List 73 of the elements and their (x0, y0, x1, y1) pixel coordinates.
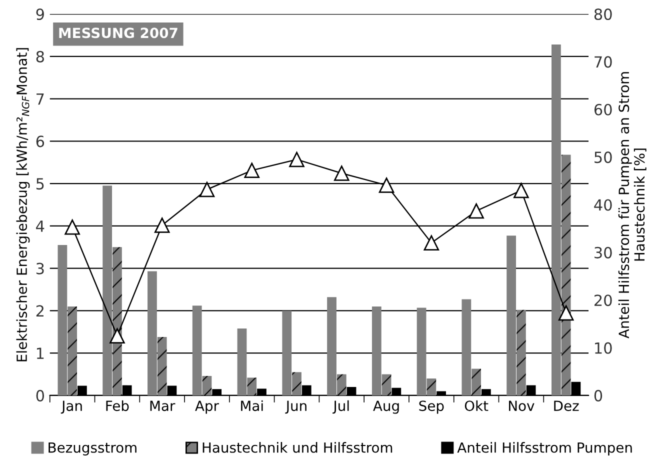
bar (68, 306, 78, 396)
bar (516, 310, 526, 396)
x-tick-label: Jan (60, 400, 82, 414)
bar (506, 236, 516, 396)
point (468, 203, 484, 219)
point (289, 152, 304, 168)
x-tick-label: Jun (285, 400, 306, 414)
y-tick-label: 1 (36, 348, 44, 359)
y2-tick-label: 40 (594, 199, 612, 211)
text: MESSUNG 2007 (59, 28, 178, 38)
x-tick-label: Mai (241, 400, 263, 412)
point (558, 305, 574, 321)
point (110, 328, 125, 344)
bar (292, 372, 302, 396)
y-tick-label: 5 (36, 178, 44, 190)
x-tick-label: Dez (554, 400, 579, 412)
point (424, 235, 440, 251)
point (334, 166, 350, 181)
bar (102, 186, 112, 396)
legend-label: Anteil Hilfsstrom Pumpen (457, 442, 632, 456)
bar (192, 306, 202, 396)
bar (327, 297, 336, 396)
y2-tick-label: 20 (594, 294, 612, 306)
bar (372, 306, 382, 396)
bar (552, 44, 561, 396)
point (244, 162, 260, 178)
x-tick-label: Okt (464, 400, 488, 412)
bar (157, 336, 167, 396)
bar (336, 374, 346, 396)
y2-tick-label: 30 (594, 246, 612, 258)
point (199, 182, 215, 198)
y-tick-label: 7 (36, 93, 44, 105)
point (514, 182, 529, 198)
y2-tick-label: 0 (594, 390, 602, 402)
bar (247, 378, 257, 396)
y-tick-label: 2 (36, 305, 44, 317)
point (154, 218, 170, 233)
y-axis-title: Elektrischer Energiebezug [kWh/m²$_{NGF}$Monat] (16, 48, 30, 362)
x-tick-label: Jul (332, 400, 349, 414)
bar (561, 154, 571, 396)
y-tick-label: 4 (36, 220, 44, 232)
y2-tick-label: 80 (594, 8, 612, 20)
bar (416, 308, 426, 396)
bar (462, 299, 472, 396)
bar (237, 328, 247, 396)
bar (148, 271, 157, 396)
legend-label: Bezugsstrom (48, 442, 136, 456)
y2-tick-label: 10 (595, 342, 612, 354)
y-tick-label: 6 (36, 136, 44, 148)
bar (202, 376, 212, 396)
point (64, 220, 80, 235)
legend-label: Haustechnik und Hilfsstrom (202, 442, 392, 453)
bar (472, 368, 481, 396)
x-tick-label: Mar (150, 400, 176, 412)
bar (426, 378, 436, 396)
point (378, 178, 394, 193)
x-tick-label: Feb (106, 400, 129, 412)
y2-tick-label: 70 (594, 56, 612, 68)
y-tick-label: 0 (36, 390, 44, 402)
y2-tick-label: 50 (594, 152, 612, 164)
bar (382, 374, 392, 396)
y-tick-label: 3 (36, 262, 44, 274)
y-tick-label: 8 (36, 50, 44, 62)
y2-tick-label: 60 (594, 104, 612, 116)
y-tick-label: 9 (36, 8, 44, 20)
x-tick-label: Sep (419, 400, 444, 414)
x-tick-label: Apr (195, 400, 219, 414)
bar (282, 310, 292, 396)
bar (58, 245, 68, 396)
x-tick-label: Aug (373, 400, 399, 414)
x-tick-label: Nov (509, 400, 534, 412)
bar (112, 247, 122, 396)
y2-axis-title: Anteil Hilfsstrom für Pumpen an Strom Haustechnik [%] (618, 72, 646, 338)
